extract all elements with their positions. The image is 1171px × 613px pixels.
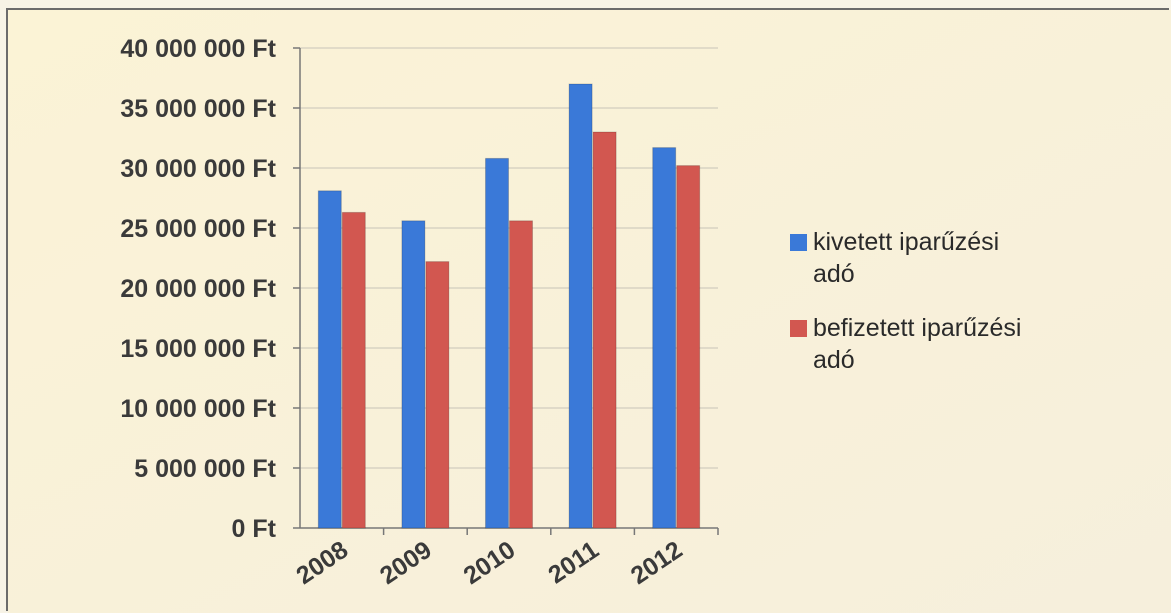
chart-frame: 0 Ft 5 000 000 Ft 10 000 000 Ft 15 000 000 … [6,8,1171,613]
y-tick-label: 5 000 000 Ft [134,455,276,483]
legend-label-befizetett: befizetett iparűzési adó [813,314,1021,374]
bar-kivetett-2009 [401,220,426,529]
bar-kivetett-2010 [485,157,509,529]
bar-befizetett-2010 [509,220,533,529]
legend: kivetett iparűzési adó befizetett iparűzés… [790,228,1021,374]
y-tick-label: 20 000 000 Ft [120,275,276,303]
bars [317,83,701,529]
gridlines [300,47,718,469]
y-tick-label: 15 000 000 Ft [120,335,276,363]
legend-swatch-kivetett [790,234,807,251]
bar-chart: 0 Ft 5 000 000 Ft 10 000 000 Ft 15 000 000 … [8,10,1171,613]
y-tick-label: 30 000 000 Ft [120,155,276,183]
bar-befizetett-2008 [341,211,366,529]
y-tick-label: 25 000 000 Ft [120,215,276,243]
y-tick-labels: 0 Ft 5 000 000 Ft 10 000 000 Ft 15 000 000 … [120,35,276,543]
y-tick-label: 40 000 000 Ft [120,35,276,63]
bar-kivetett-2012 [652,147,677,529]
y-tick-label: 35 000 000 Ft [120,95,276,123]
legend-swatch-befizetett [790,320,807,337]
legend-label-kivetett: kivetett iparűzési adó [813,228,999,288]
y-tick-label: 10 000 000 Ft [120,395,276,423]
bar-kivetett-2008 [317,190,342,529]
bar-befizetett-2012 [676,165,701,529]
bar-kivetett-2011 [568,83,593,529]
bar-befizetett-2009 [425,261,450,529]
y-tick-label: 0 Ft [232,515,277,543]
bar-befizetett-2011 [592,131,617,529]
axes [293,47,719,535]
